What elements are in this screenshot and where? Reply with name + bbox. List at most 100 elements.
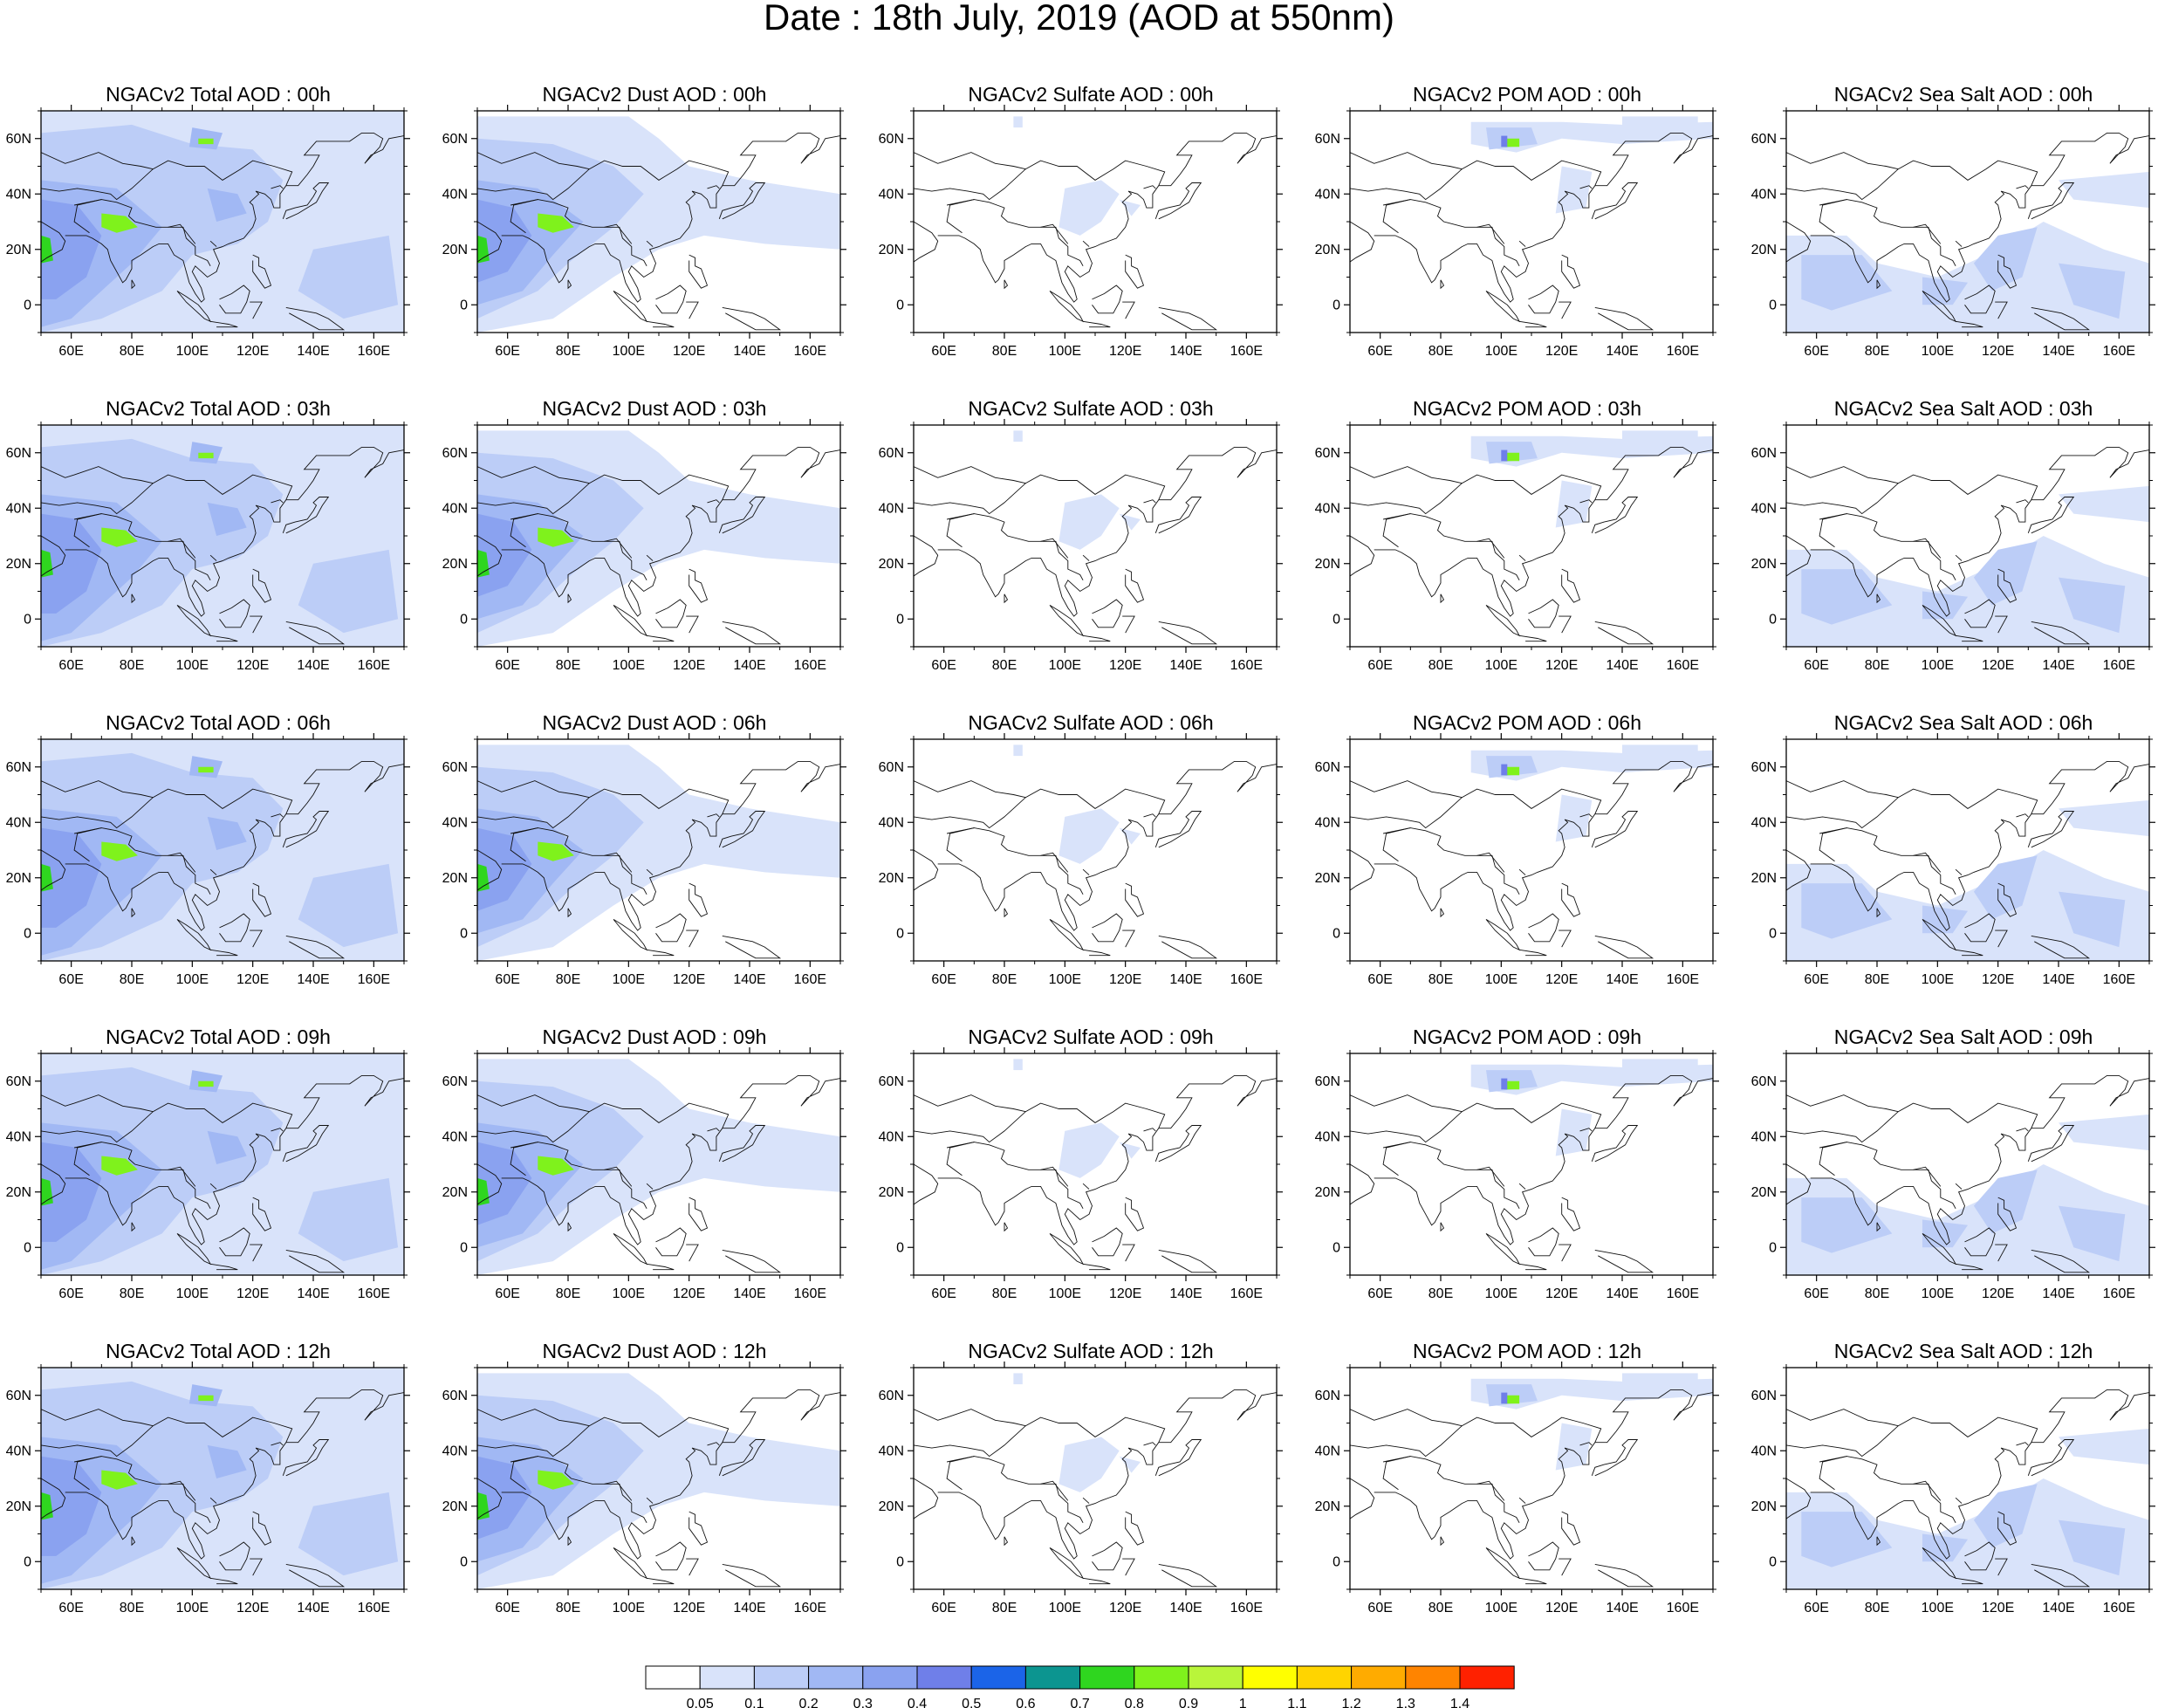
panel-title: NGACv2 Sea Salt AOD : 12h <box>1833 1340 2093 1362</box>
lon-tick-label: 60E <box>931 972 956 987</box>
panel-title: NGACv2 POM AOD : 06h <box>1412 711 1642 734</box>
lat-tick-label: 60N <box>6 132 31 147</box>
colorbar-swatch <box>1188 1665 1243 1690</box>
lat-tick-label: 60N <box>442 132 468 147</box>
lat-tick-label: 40N <box>879 1129 904 1144</box>
lat-tick-label: 0 <box>896 926 904 941</box>
lat-tick-label: 60N <box>1751 446 1777 461</box>
lon-tick-label: 60E <box>1367 344 1392 359</box>
lon-tick-label: 140E <box>297 344 329 359</box>
coastlines <box>41 1389 404 1588</box>
figure-title: Date : 18th July, 2019 (AOD at 550nm) <box>764 0 1394 38</box>
lat-tick-label: 20N <box>442 243 468 257</box>
lat-tick-label: 40N <box>879 815 904 830</box>
map-panel-dust-03h: NGACv2 Dust AOD : 03h 60E 80E 100E 120E 140E 1… <box>436 397 873 711</box>
lat-tick-label: 0 <box>1769 1554 1777 1569</box>
colorbar-label: 0.8 <box>1125 1697 1144 1708</box>
lon-tick-label: 100E <box>1485 1286 1517 1301</box>
map-panel-seasalt-12h: NGACv2 Sea Salt AOD : 12h 60E 80E 100E 120E 1… <box>1745 1340 2158 1654</box>
aod-field <box>1470 744 1713 842</box>
lon-tick-label: 100E <box>176 658 209 673</box>
lat-tick-label: 60N <box>879 132 904 147</box>
map-panel-pom-03h: NGACv2 POM AOD : 03h 60E 80E 100E 120E 140E 16… <box>1309 397 1745 711</box>
coastlines <box>1350 446 1713 645</box>
lon-tick-label: 160E <box>1667 1601 1699 1615</box>
coastlines <box>1350 760 1713 959</box>
lon-tick-label: 120E <box>236 658 269 673</box>
panel-title: NGACv2 Sulfate AOD : 06h <box>968 711 1214 734</box>
lon-tick-label: 160E <box>1230 1286 1263 1301</box>
lon-tick-label: 80E <box>556 658 580 673</box>
aod-field <box>477 1059 840 1275</box>
lat-tick-label: 20N <box>1315 557 1340 572</box>
lat-tick-label: 0 <box>1769 1240 1777 1255</box>
lat-tick-label: 60N <box>442 1074 468 1089</box>
coastlines <box>41 760 404 959</box>
colorbar-swatch <box>1296 1665 1353 1690</box>
lat-tick-label: 0 <box>460 926 468 941</box>
lon-tick-label: 160E <box>2103 344 2135 359</box>
lat-tick-label: 20N <box>1315 1185 1340 1200</box>
lon-tick-label: 160E <box>1667 1286 1699 1301</box>
panel-title: NGACv2 Total AOD : 06h <box>106 711 331 734</box>
lat-tick-label: 0 <box>1769 298 1777 312</box>
map-panel-dust-06h: NGACv2 Dust AOD : 06h 60E 80E 100E 120E 140E 1… <box>436 711 873 1025</box>
lon-tick-label: 140E <box>297 972 329 987</box>
lon-tick-label: 60E <box>1367 1286 1392 1301</box>
map-plot: 60E 80E 100E 120E 140E 160E 60N 40N 20N 0 <box>1315 419 1719 673</box>
colorbar-swatch <box>645 1665 701 1690</box>
lat-tick-label: 40N <box>442 501 468 516</box>
lon-tick-label: 160E <box>358 972 390 987</box>
lat-tick-label: 20N <box>442 1499 468 1514</box>
colorbar-swatch <box>1024 1665 1081 1690</box>
panel-title: NGACv2 Sea Salt AOD : 00h <box>1833 83 2093 106</box>
lon-tick-label: 120E <box>1109 658 1141 673</box>
colorbar-label: 0.1 <box>744 1697 764 1708</box>
lon-tick-label: 140E <box>733 344 765 359</box>
lon-tick-label: 120E <box>1545 658 1578 673</box>
lat-tick-label: 40N <box>442 187 468 202</box>
coastlines <box>41 1074 404 1273</box>
panel-title: NGACv2 Sulfate AOD : 12h <box>968 1340 1214 1362</box>
map-panel-dust-12h: NGACv2 Dust AOD : 12h 60E 80E 100E 120E 140E 1… <box>436 1340 873 1654</box>
lon-tick-label: 100E <box>1922 344 1954 359</box>
lon-tick-label: 60E <box>1367 1601 1392 1615</box>
lat-tick-label: 60N <box>879 760 904 775</box>
lon-tick-label: 80E <box>992 344 1017 359</box>
lon-tick-label: 120E <box>236 344 269 359</box>
lat-tick-label: 20N <box>879 557 904 572</box>
lon-tick-label: 60E <box>1804 658 1828 673</box>
map-panel-pom-06h: NGACv2 POM AOD : 06h 60E 80E 100E 120E 140E 16… <box>1309 711 1745 1025</box>
lat-tick-label: 60N <box>1751 132 1777 147</box>
lat-tick-label: 20N <box>6 557 31 572</box>
colorbar-label: 0.6 <box>1016 1697 1035 1708</box>
coastlines <box>914 446 1277 645</box>
map-plot: 60E 80E 100E 120E 140E 160E 60N 40N 20N 0 <box>1751 419 2155 673</box>
lat-tick-label: 0 <box>1332 298 1340 312</box>
lat-tick-label: 20N <box>1751 871 1777 886</box>
map-panel-pom-00h: NGACv2 POM AOD : 00h 60E 80E 100E 120E 140E 16… <box>1309 83 1745 397</box>
aod-field <box>1470 1373 1713 1471</box>
panel-title: NGACv2 POM AOD : 12h <box>1412 1340 1642 1362</box>
lon-tick-label: 120E <box>1109 344 1141 359</box>
lon-tick-label: 100E <box>1922 972 1954 987</box>
lat-tick-label: 20N <box>1315 871 1340 886</box>
panel-title: NGACv2 Dust AOD : 12h <box>542 1340 767 1362</box>
lon-tick-label: 60E <box>58 658 83 673</box>
lat-tick-label: 60N <box>1751 1074 1777 1089</box>
lon-tick-label: 160E <box>358 1286 390 1301</box>
lat-tick-label: 40N <box>879 1444 904 1458</box>
map-panel-total-09h: NGACv2 Total AOD : 09h 60E 80E 100E 120E 140E… <box>0 1025 436 1340</box>
panel-title: NGACv2 POM AOD : 00h <box>1412 83 1642 106</box>
map-plot: 60E 80E 100E 120E 140E 160E 60N 40N 20N 0 <box>6 733 410 987</box>
lon-tick-label: 60E <box>495 1286 519 1301</box>
lat-tick-label: 40N <box>6 187 31 202</box>
aod-field <box>1786 1114 2149 1275</box>
colorbar-swatch <box>862 1665 918 1690</box>
lon-tick-label: 80E <box>1428 972 1453 987</box>
lat-tick-label: 20N <box>1751 243 1777 257</box>
lon-tick-label: 120E <box>673 1601 705 1615</box>
lon-tick-label: 100E <box>1049 344 1081 359</box>
lon-tick-label: 160E <box>794 972 826 987</box>
